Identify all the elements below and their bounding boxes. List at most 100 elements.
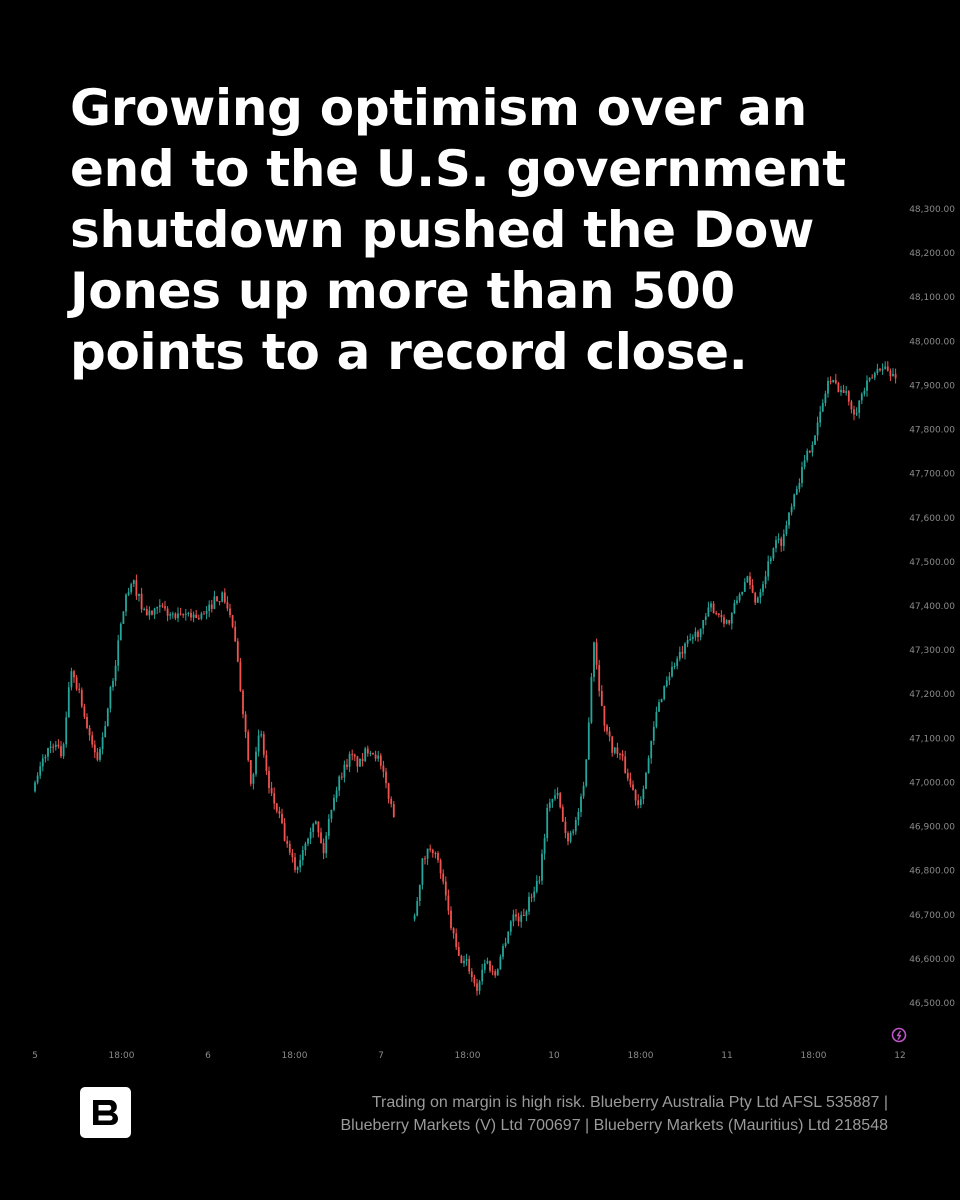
candle-body — [840, 390, 842, 393]
candle-body — [34, 782, 36, 792]
candle-body — [304, 843, 307, 851]
candle-body — [190, 612, 192, 618]
y-tick-label: 46,500.00 — [909, 999, 955, 1009]
candle-body — [340, 776, 343, 778]
candle-body — [886, 366, 889, 371]
candle-body — [741, 591, 744, 595]
candle-body — [806, 450, 809, 461]
candle-body — [450, 910, 452, 929]
candle-body — [265, 754, 268, 771]
candle-body — [832, 379, 835, 383]
candle-body — [889, 370, 892, 377]
candle-body — [759, 591, 762, 598]
candle-body — [785, 525, 788, 534]
candle-body — [572, 831, 575, 833]
candle-body — [257, 735, 260, 752]
candle-body — [715, 613, 718, 615]
candle-body — [876, 368, 879, 373]
candle-body — [671, 666, 673, 677]
headline-line: end to the U.S. government — [70, 140, 846, 198]
y-tick-label: 46,700.00 — [909, 911, 955, 921]
candle-body — [93, 744, 96, 753]
candle-body — [585, 759, 588, 786]
candle-body — [613, 747, 616, 753]
candle-body — [218, 601, 221, 602]
y-tick-label: 46,900.00 — [909, 823, 955, 833]
candle-body — [829, 380, 832, 383]
candle-body — [782, 534, 785, 546]
candle-body — [694, 631, 697, 638]
candle-body — [231, 615, 234, 627]
candle-body — [723, 617, 725, 624]
candle-body — [86, 716, 88, 728]
candle-body — [273, 793, 276, 804]
candle-body — [286, 840, 289, 844]
y-tick-label: 48,200.00 — [909, 249, 955, 259]
candle-body — [717, 613, 720, 615]
candle-body — [330, 809, 333, 819]
timezone-badge-icon[interactable] — [891, 1027, 907, 1043]
candle-body — [624, 756, 627, 773]
x-tick-label: 18:00 — [282, 1051, 308, 1061]
candle-body — [712, 603, 715, 614]
candle-body — [174, 613, 177, 619]
candle-body — [52, 746, 55, 748]
candle-body — [335, 790, 338, 799]
candle-body — [837, 383, 840, 393]
y-tick-label: 47,700.00 — [909, 470, 955, 480]
candle-body — [278, 811, 281, 814]
candle-body — [307, 838, 309, 844]
candle-body — [473, 977, 476, 984]
y-tick-label: 47,200.00 — [909, 690, 955, 700]
headline-line: shutdown pushed the Dow — [70, 201, 815, 259]
candle-body — [707, 607, 710, 617]
candle-body — [548, 802, 551, 808]
x-tick-label: 6 — [205, 1051, 211, 1061]
candle-body — [600, 691, 603, 706]
candle-body — [678, 651, 681, 659]
candle-body — [78, 688, 81, 690]
candle-body — [559, 793, 562, 808]
headline-line: points to a record close. — [70, 323, 748, 381]
candle-body — [660, 699, 663, 703]
candle-body — [369, 752, 372, 754]
candle-body — [145, 609, 148, 616]
candle-body — [606, 725, 608, 732]
y-tick-label: 48,300.00 — [909, 205, 955, 215]
candle-body — [283, 823, 286, 841]
headline-line: Growing optimism over an — [70, 79, 807, 137]
candle-body — [762, 584, 764, 592]
candle-body — [96, 752, 99, 760]
candle-body — [665, 680, 668, 687]
candle-body — [239, 661, 242, 691]
candle-body — [515, 914, 517, 917]
candle-body — [268, 770, 270, 788]
candle-body — [109, 687, 112, 709]
candle-body — [590, 677, 593, 723]
candle-body — [104, 726, 107, 738]
candle-body — [424, 858, 426, 860]
candle-body — [530, 896, 533, 898]
y-tick-label: 48,000.00 — [909, 337, 955, 347]
candle-body — [873, 373, 876, 378]
candle-body — [593, 642, 595, 677]
candle-body — [780, 538, 783, 546]
candle-body — [884, 366, 887, 370]
candle-body — [437, 853, 439, 861]
candle-body — [140, 593, 143, 610]
candle-body — [814, 435, 816, 445]
candle-body — [460, 955, 463, 964]
candle-body — [314, 821, 317, 824]
candle-body — [681, 651, 684, 654]
x-tick-label: 5 — [32, 1051, 38, 1061]
candle-body — [551, 798, 554, 803]
candle-body — [343, 764, 346, 778]
candle-body — [36, 775, 39, 783]
candle-body — [62, 744, 65, 757]
candle-body — [483, 963, 486, 970]
candle-body — [242, 690, 244, 715]
candle-body — [468, 959, 471, 972]
candle-body — [366, 748, 369, 754]
x-tick-label: 18:00 — [455, 1051, 481, 1061]
